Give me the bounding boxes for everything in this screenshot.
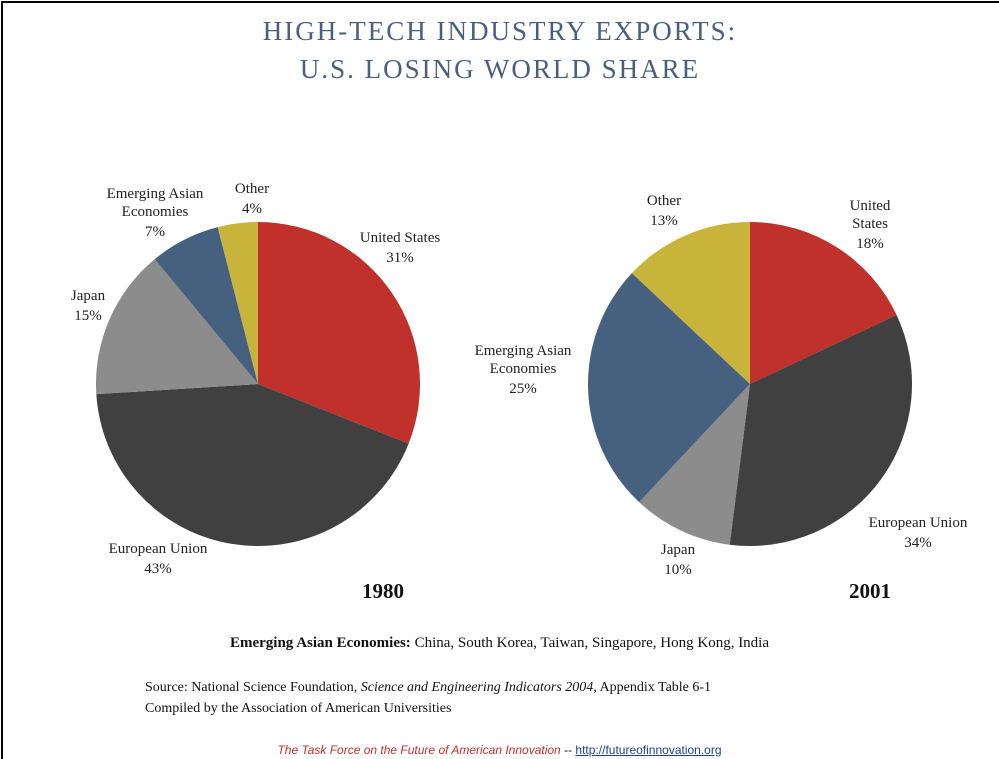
slice-value-label: 18% (856, 236, 884, 252)
pie-slice (154, 227, 258, 384)
footer-link[interactable]: http://futureofinnovation.org (575, 743, 722, 757)
slice-label: Emerging Asian Economies (475, 343, 572, 377)
footnote: Emerging Asian Economies: China, South K… (0, 635, 999, 652)
slice-value-label: 7% (145, 224, 165, 240)
slice-label: Emerging Asian Economies (107, 186, 204, 220)
source: Source: National Science Foundation, Sci… (145, 680, 711, 696)
slice-label: Other (235, 181, 269, 197)
footer-org: The Task Force on the Future of American… (277, 743, 561, 757)
slice-label: United States (360, 230, 441, 246)
slice-value-label: 15% (74, 308, 102, 324)
title-line: U.S. LOSING WORLD SHARE (300, 54, 700, 84)
slice-value-label: 25% (509, 381, 537, 397)
pie-slice (588, 273, 750, 503)
source-compiled: Compiled by the Association of American … (145, 701, 452, 716)
source-suffix: , Appendix Table 6-1 (593, 680, 712, 695)
pie-slice (631, 222, 750, 384)
pie-slice (95, 259, 258, 395)
pie-slice (750, 222, 897, 384)
pie-slice (217, 222, 258, 384)
source-prefix: Source: National Science Foundation, (145, 680, 358, 695)
pie-slice (96, 384, 409, 546)
pie-year: 2001 (849, 579, 891, 603)
source-publication: Science and Engineering Indicators 2004 (360, 680, 594, 695)
slice-label: European Union (109, 541, 208, 557)
slice-value-label: 10% (664, 562, 692, 578)
footer: The Task Force on the Future of American… (0, 743, 999, 757)
pie-slice (639, 384, 750, 545)
pie-slice (258, 222, 420, 444)
slice-value-label: 13% (650, 213, 678, 229)
slice-label: Other (647, 193, 681, 209)
footnote-text: China, South Korea, Taiwan, Singapore, H… (414, 635, 770, 651)
pie-year: 1980 (362, 579, 404, 603)
slice-label: Japan (661, 542, 696, 558)
slice-value-label: 34% (904, 535, 932, 551)
footnote-term: Emerging Asian Economies: (229, 635, 411, 651)
slice-label: United States (850, 198, 891, 232)
pie-slice (729, 315, 912, 546)
slice-value-label: 43% (144, 561, 172, 577)
footer-separator: -- (564, 743, 573, 757)
slice-label: European Union (869, 515, 968, 531)
slice-value-label: 31% (386, 250, 414, 266)
slice-label: Japan (71, 288, 106, 304)
slice-value-label: 4% (242, 201, 262, 217)
title-line: HIGH-TECH INDUSTRY EXPORTS: (263, 16, 737, 46)
